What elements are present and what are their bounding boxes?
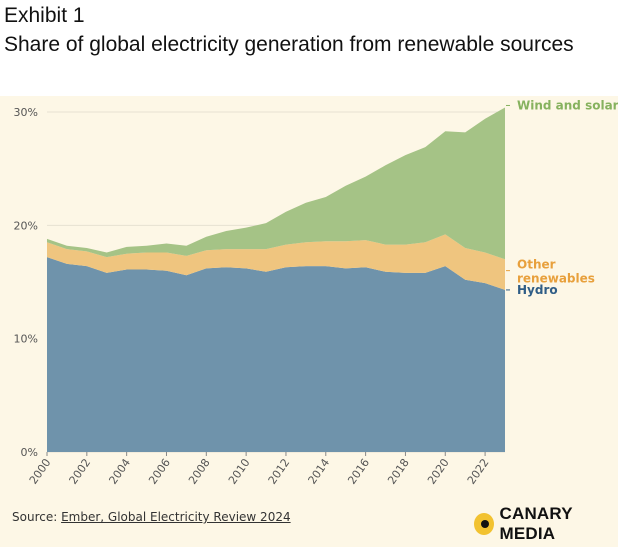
x-tick-label: 2016 (345, 456, 372, 486)
area-other-renewables (47, 234, 505, 290)
x-tick-label: 2000 (27, 456, 54, 486)
x-tick-label: 2008 (186, 456, 213, 486)
y-tick-label: 10% (14, 333, 38, 346)
y-tick-label: 30% (14, 106, 38, 119)
y-tick-label: 20% (14, 219, 38, 232)
source-note: Source: Ember, Global Electricity Review… (12, 510, 291, 524)
area-hydro (47, 257, 505, 452)
chart-title: Share of global electricity generation f… (4, 33, 574, 56)
exhibit-label: Exhibit 1 (4, 4, 85, 27)
areas (47, 107, 505, 452)
series-label-hydro: Hydro (517, 283, 558, 297)
series-label-other-renewables: Other renewables (517, 258, 595, 286)
area-wind-and-solar (47, 107, 505, 260)
source-link[interactable]: Ember, Global Electricity Review 2024 (61, 510, 291, 524)
x-tick-label: 2014 (306, 456, 333, 486)
brand-logo: CANARY MEDIA (474, 504, 618, 544)
y-tick-label: 0% (21, 446, 38, 459)
y-axis: 0% 10% 20% 30% (14, 106, 38, 459)
x-tick-label: 2010 (226, 456, 253, 486)
x-tick-label: 2004 (106, 456, 133, 486)
x-tick-label: 2012 (266, 456, 293, 486)
brand-name: CANARY MEDIA (499, 504, 573, 543)
series-label-wind-and-solar: Wind and solar (517, 98, 618, 112)
x-tick-label: 2002 (67, 456, 94, 486)
x-tick-label: 2018 (385, 456, 412, 486)
header: Exhibit 1 Share of global electricity ge… (4, 0, 614, 59)
x-tick-label: 2022 (465, 456, 492, 486)
source-prefix: Source: (12, 510, 62, 524)
canary-logo-icon (474, 513, 494, 535)
x-tick-label: 2006 (146, 456, 173, 486)
x-tick-label: 2020 (425, 456, 452, 486)
x-axis: 2000 2002 2004 2006 2008 2010 2012 2014 2016 2018… (27, 452, 492, 487)
